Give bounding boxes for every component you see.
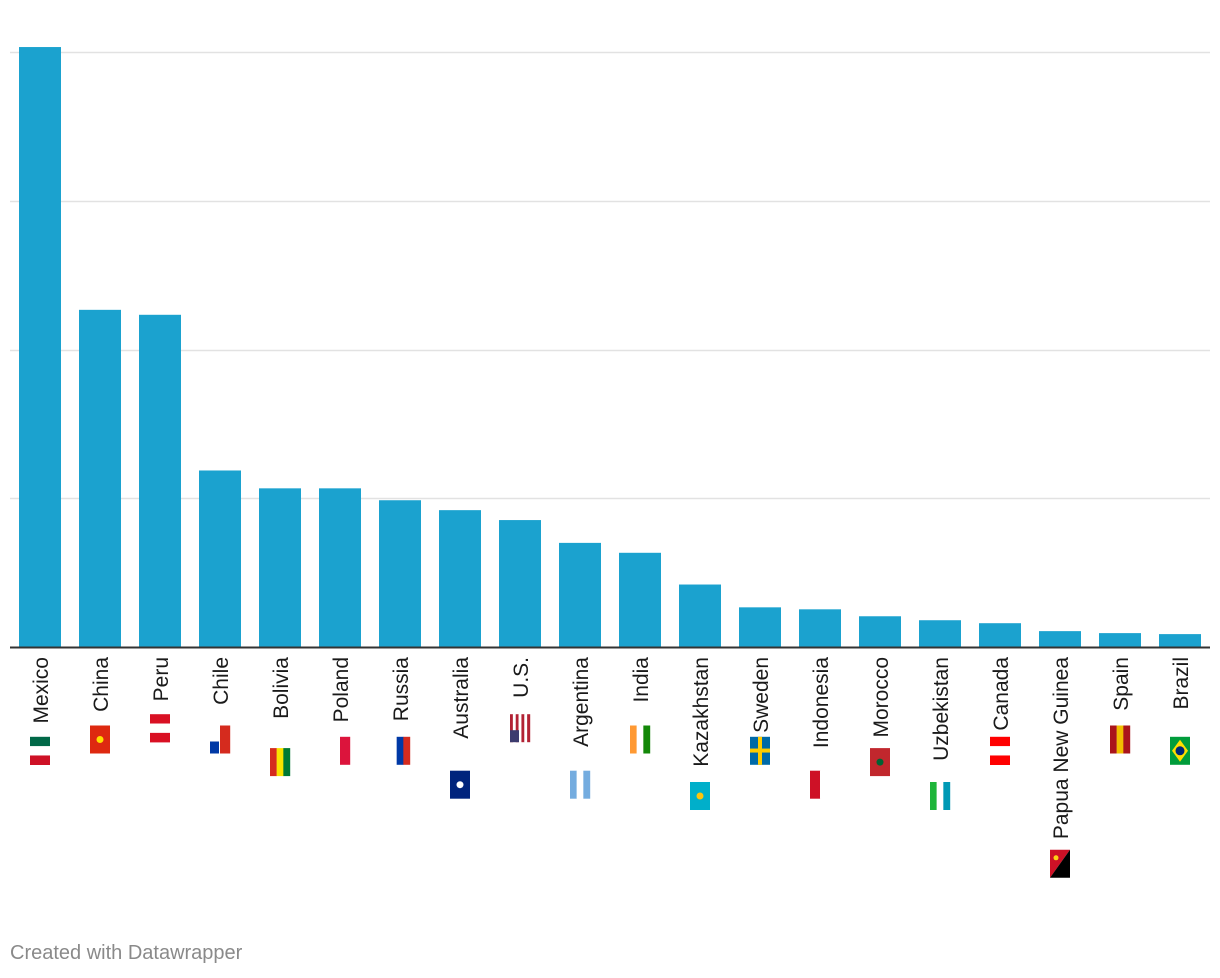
in-flag-icon: [630, 725, 651, 754]
category-label: Brazil: [1170, 657, 1193, 710]
bar-china: [79, 309, 121, 647]
cl-flag-icon: [210, 725, 231, 754]
bo-flag-icon: [270, 748, 291, 777]
category-label: Uzbekistan: [930, 657, 953, 761]
pg-flag-icon: [1050, 849, 1070, 878]
category-kazakhstan: Kazakhstan: [690, 657, 713, 810]
bar-spain: [1099, 633, 1141, 647]
category-label: Peru: [150, 657, 173, 701]
category-label: Indonesia: [810, 657, 833, 748]
bar-morocco: [859, 616, 901, 647]
kz-flag-icon: [690, 782, 710, 810]
category-peru: Peru: [150, 657, 173, 743]
bar-india: [619, 552, 661, 647]
category-label: Australia: [450, 657, 473, 739]
category-spain: Spain: [1110, 657, 1133, 754]
au-flag-icon: [450, 770, 470, 799]
category-china: China: [90, 657, 113, 754]
id-flag-icon: [810, 770, 831, 799]
bar-argentina: [559, 542, 601, 647]
bar-australia: [439, 510, 481, 647]
category-canada: Canada: [990, 657, 1013, 765]
bar-peru: [139, 314, 181, 647]
bar-series: [19, 47, 1201, 647]
se-flag-icon: [750, 736, 770, 765]
category-label: Sweden: [750, 657, 773, 733]
category-label: U.S.: [510, 657, 533, 698]
bar-kazakhstan: [679, 584, 721, 647]
category-bolivia: Bolivia: [270, 657, 293, 777]
ca-flag-icon: [990, 736, 1010, 765]
bar-russia: [379, 500, 421, 647]
category-label: Poland: [330, 657, 353, 722]
ma-flag-icon: [870, 748, 890, 777]
bar-sweden: [739, 607, 781, 647]
bar-canada: [979, 623, 1021, 647]
category-argentina: Argentina: [570, 657, 593, 799]
category-label: Papua New Guinea: [1050, 657, 1073, 839]
bar-chart: Mexico China Peru Chile Bolivia Poland Russia A…: [10, 47, 1210, 878]
category-russia: Russia: [390, 657, 413, 765]
category-label: Russia: [390, 657, 413, 722]
category-label: Argentina: [570, 657, 593, 747]
category-australia: Australia: [450, 657, 473, 799]
category-label: Bolivia: [270, 657, 293, 719]
category-label: Canada: [990, 657, 1013, 731]
bar-papua-new-guinea: [1039, 631, 1081, 647]
bar-indonesia: [799, 609, 841, 647]
category-label: India: [630, 657, 653, 703]
us-flag-icon: [510, 714, 531, 743]
br-flag-icon: [1170, 736, 1190, 765]
bar-u-s-: [499, 520, 541, 647]
category-uzbekistan: Uzbekistan: [930, 657, 953, 810]
category-sweden: Sweden: [750, 657, 773, 765]
category-poland: Poland: [330, 657, 353, 765]
category-label: Kazakhstan: [690, 657, 713, 767]
category-india: India: [630, 657, 653, 754]
bar-uzbekistan: [919, 620, 961, 647]
mx-flag-icon: [30, 736, 50, 765]
category-chile: Chile: [210, 657, 233, 754]
category-label: Spain: [1110, 657, 1133, 711]
category-label: Mexico: [30, 657, 53, 724]
bar-poland: [319, 488, 361, 647]
category-label: Chile: [210, 657, 233, 705]
uz-flag-icon: [930, 782, 951, 810]
category-label: China: [90, 657, 113, 712]
gridlines: [10, 51, 1210, 500]
pe-flag-icon: [150, 714, 170, 743]
bar-mexico: [19, 47, 61, 647]
bar-brazil: [1159, 634, 1201, 647]
cn-flag-icon: [90, 725, 110, 754]
category-papua-new-guinea: Papua New Guinea: [1050, 657, 1073, 878]
bar-chile: [199, 470, 241, 647]
pl-flag-icon: [330, 736, 351, 765]
category-mexico: Mexico: [30, 657, 53, 765]
category-morocco: Morocco: [870, 657, 893, 777]
es-flag-icon: [1110, 725, 1131, 754]
category-labels: Mexico China Peru Chile Bolivia Poland Russia A…: [30, 657, 1193, 878]
category-u-s-: U.S.: [510, 657, 533, 743]
ar-flag-icon: [570, 770, 591, 799]
category-indonesia: Indonesia: [810, 657, 833, 799]
ru-flag-icon: [390, 736, 411, 765]
bar-bolivia: [259, 488, 301, 647]
category-brazil: Brazil: [1170, 657, 1193, 765]
datawrapper-credit[interactable]: Created with Datawrapper: [10, 942, 243, 964]
category-label: Morocco: [870, 657, 893, 738]
